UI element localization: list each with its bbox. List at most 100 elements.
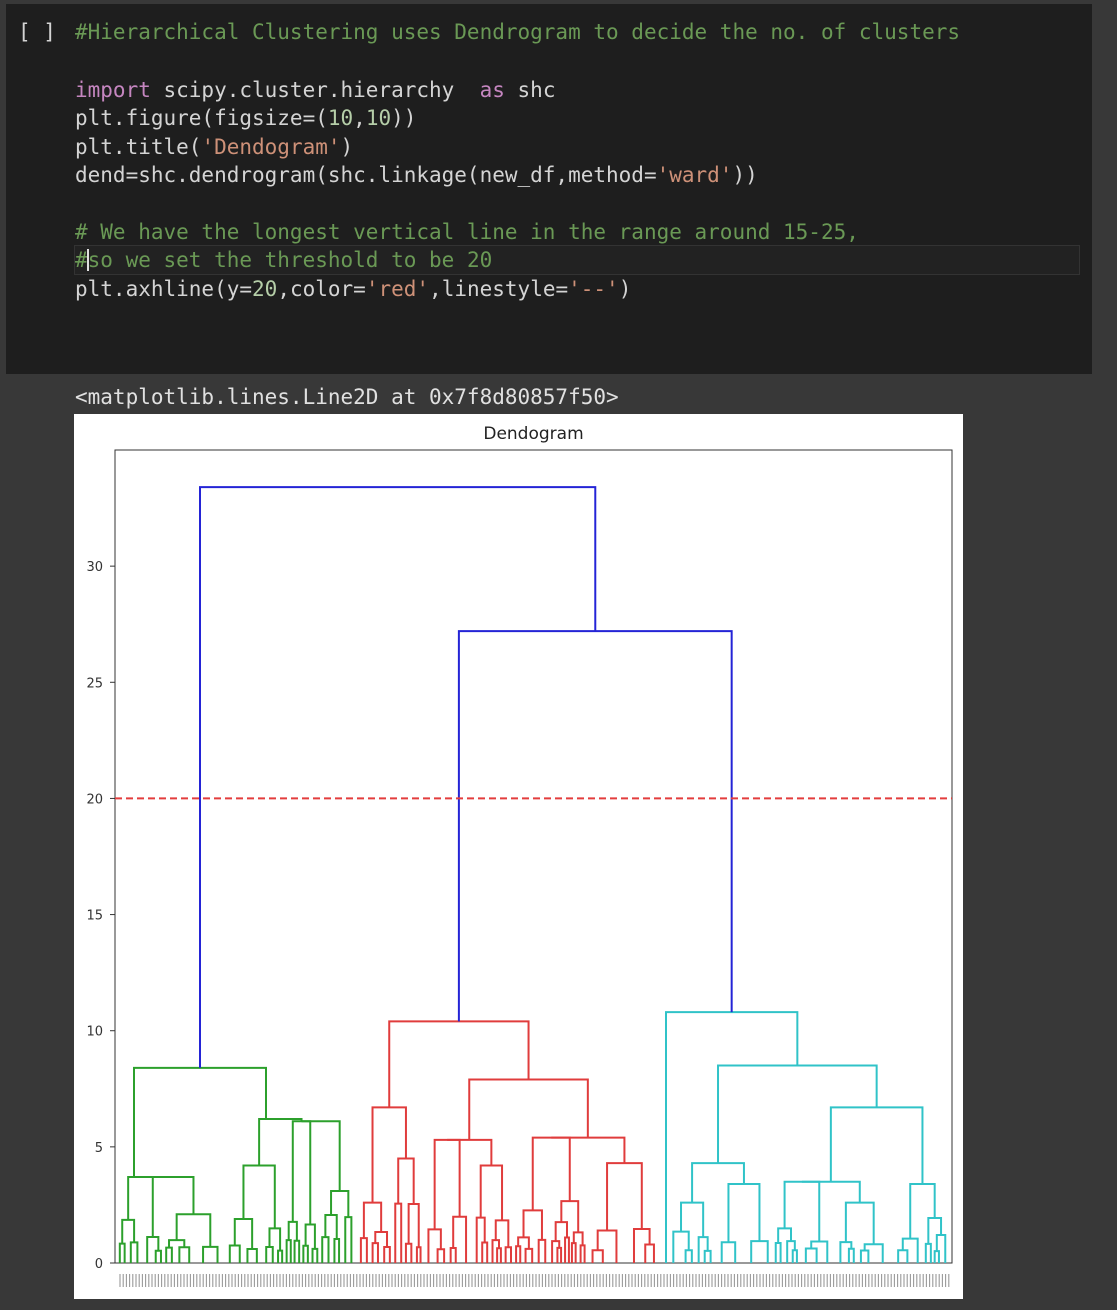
dendrogram-link (494, 1219, 510, 1248)
dendrogram-link (468, 1078, 589, 1140)
dendrogram-link (118, 1242, 126, 1263)
code-line[interactable]: plt.title('Dendogram') (75, 133, 353, 161)
dendrogram-link (359, 1237, 368, 1263)
dendrogram-link (909, 1183, 936, 1239)
dendrogram-link (691, 1162, 745, 1203)
code-cell[interactable]: [ ] #Hierarchical Clustering uses Dendro… (6, 4, 1092, 374)
dendrogram-link (554, 1221, 568, 1242)
code-token: ,linestyle= (429, 277, 569, 301)
dendrogram-link (371, 1242, 379, 1263)
code-token: so we set the threshold to be 20 (87, 248, 493, 272)
dendrogram-link (427, 1228, 442, 1263)
dendrogram-link (804, 1247, 818, 1263)
plot-frame (114, 449, 953, 1264)
code-line[interactable]: plt.figure(figsize=(10,10)) (75, 104, 416, 132)
chart-title: Dendogram (483, 424, 583, 444)
code-line[interactable]: # We have the longest vertical line in t… (75, 218, 859, 246)
dendrogram-link (447, 1138, 493, 1166)
y-tick-label: 25 (86, 676, 103, 691)
dendrogram-link (572, 1231, 584, 1246)
code-token: 10 (365, 106, 392, 130)
code-token: )) (732, 163, 758, 187)
dendrogram-link (133, 1066, 267, 1178)
code-line[interactable]: #Hierarchical Clustering uses Dendrogram… (75, 18, 960, 46)
dendrogram-link (140, 1176, 195, 1215)
code-token: plt.figure(figsize=( (75, 106, 328, 130)
code-token: # (75, 248, 88, 272)
code-token: plt.axhline(y= (75, 277, 253, 301)
code-token: plt.title( (75, 135, 202, 159)
dendrogram-link (291, 1120, 312, 1225)
dendrogram-link (330, 1189, 350, 1218)
dendrogram-link (127, 1176, 154, 1238)
dendrogram-link (727, 1183, 761, 1243)
dendrogram-link (415, 1246, 422, 1263)
dendrogram-link (924, 1242, 932, 1263)
dendrogram-link (531, 1136, 571, 1211)
code-token: import (75, 78, 151, 102)
dendrogram-link (388, 1020, 530, 1108)
dendrogram-link (277, 1249, 284, 1263)
code-token: dend=shc.dendrogram(shc.linkage(new_df,m… (75, 163, 657, 187)
run-cell-button[interactable]: [ ] (18, 20, 56, 44)
dendrogram-link (436, 1248, 446, 1263)
dendrogram-link (407, 1203, 420, 1248)
code-token: , (353, 106, 366, 130)
code-token: ) (340, 135, 354, 159)
y-tick-label: 20 (86, 792, 103, 807)
code-line[interactable]: import scipy.cluster.hierarchy as shc (75, 76, 555, 104)
dendrogram-link (491, 1239, 501, 1263)
code-token: shc (504, 78, 556, 102)
dendrogram-link (285, 1239, 292, 1263)
dendrogram-link (720, 1241, 737, 1263)
dendrogram-link (606, 1162, 643, 1231)
dendrogram-link (591, 1249, 604, 1263)
dendrogram-link (268, 1227, 282, 1251)
dendrogram-link (810, 1240, 829, 1263)
y-tick-label: 10 (86, 1025, 103, 1040)
dendrogram-link (449, 1247, 457, 1263)
dendrogram-link (515, 1245, 522, 1263)
code-line[interactable]: #so we set the threshold to be 20 (74, 245, 1080, 275)
dendrogram-link (632, 1228, 651, 1263)
dendrogram-link (644, 1243, 655, 1263)
dendrogram-link (178, 1246, 191, 1263)
dendrogram-link (564, 1236, 570, 1263)
dendrogram-link (333, 1238, 341, 1263)
code-token: 'Dendogram' (201, 135, 341, 159)
dendrogram-link (202, 1245, 219, 1263)
code-token: 'ward' (656, 163, 733, 187)
dendrogram-link (933, 1250, 940, 1263)
dendrogram-link (311, 1247, 319, 1263)
dendrogram-link (774, 1242, 782, 1263)
code-token: ) (618, 277, 632, 301)
dendrogram-link (783, 1180, 821, 1242)
dendrogram-link (481, 1241, 489, 1263)
code-line[interactable]: plt.axhline(y=20,color='red',linestyle='… (75, 275, 631, 303)
code-token: scipy.cluster.hierarchy (150, 78, 480, 102)
dendrogram-link (801, 1180, 861, 1203)
dendrogram-link (452, 1215, 468, 1263)
dendrogram-link (750, 1240, 769, 1263)
dendrogram-link (579, 1244, 586, 1263)
dendrogram-link (129, 1241, 139, 1263)
dendrogram-link (504, 1246, 512, 1263)
dendrogram-link (394, 1202, 403, 1263)
dendrogram-link (258, 1117, 303, 1166)
dendrogram-link (680, 1201, 705, 1238)
y-tick-label: 30 (86, 560, 103, 575)
dendrogram-link (829, 1106, 924, 1185)
code-token: # We have the longest vertical line in t… (75, 220, 859, 244)
dendrogram-link (433, 1138, 461, 1230)
code-token: '--' (568, 277, 619, 301)
dendrogram-link (717, 1064, 878, 1164)
code-token: 20 (252, 277, 278, 301)
dendrogram-link (301, 1120, 341, 1191)
dendrogram-link (517, 1236, 530, 1249)
code-line[interactable]: dend=shc.dendrogram(shc.linkage(new_df,m… (75, 161, 758, 189)
code-token: 10 (327, 106, 354, 130)
code-token: #Hierarchical Clustering uses Dendrogram… (75, 20, 961, 44)
y-tick-label: 0 (95, 1257, 103, 1272)
dendrogram-link (475, 1216, 486, 1263)
dendrogram-link (524, 1247, 534, 1263)
